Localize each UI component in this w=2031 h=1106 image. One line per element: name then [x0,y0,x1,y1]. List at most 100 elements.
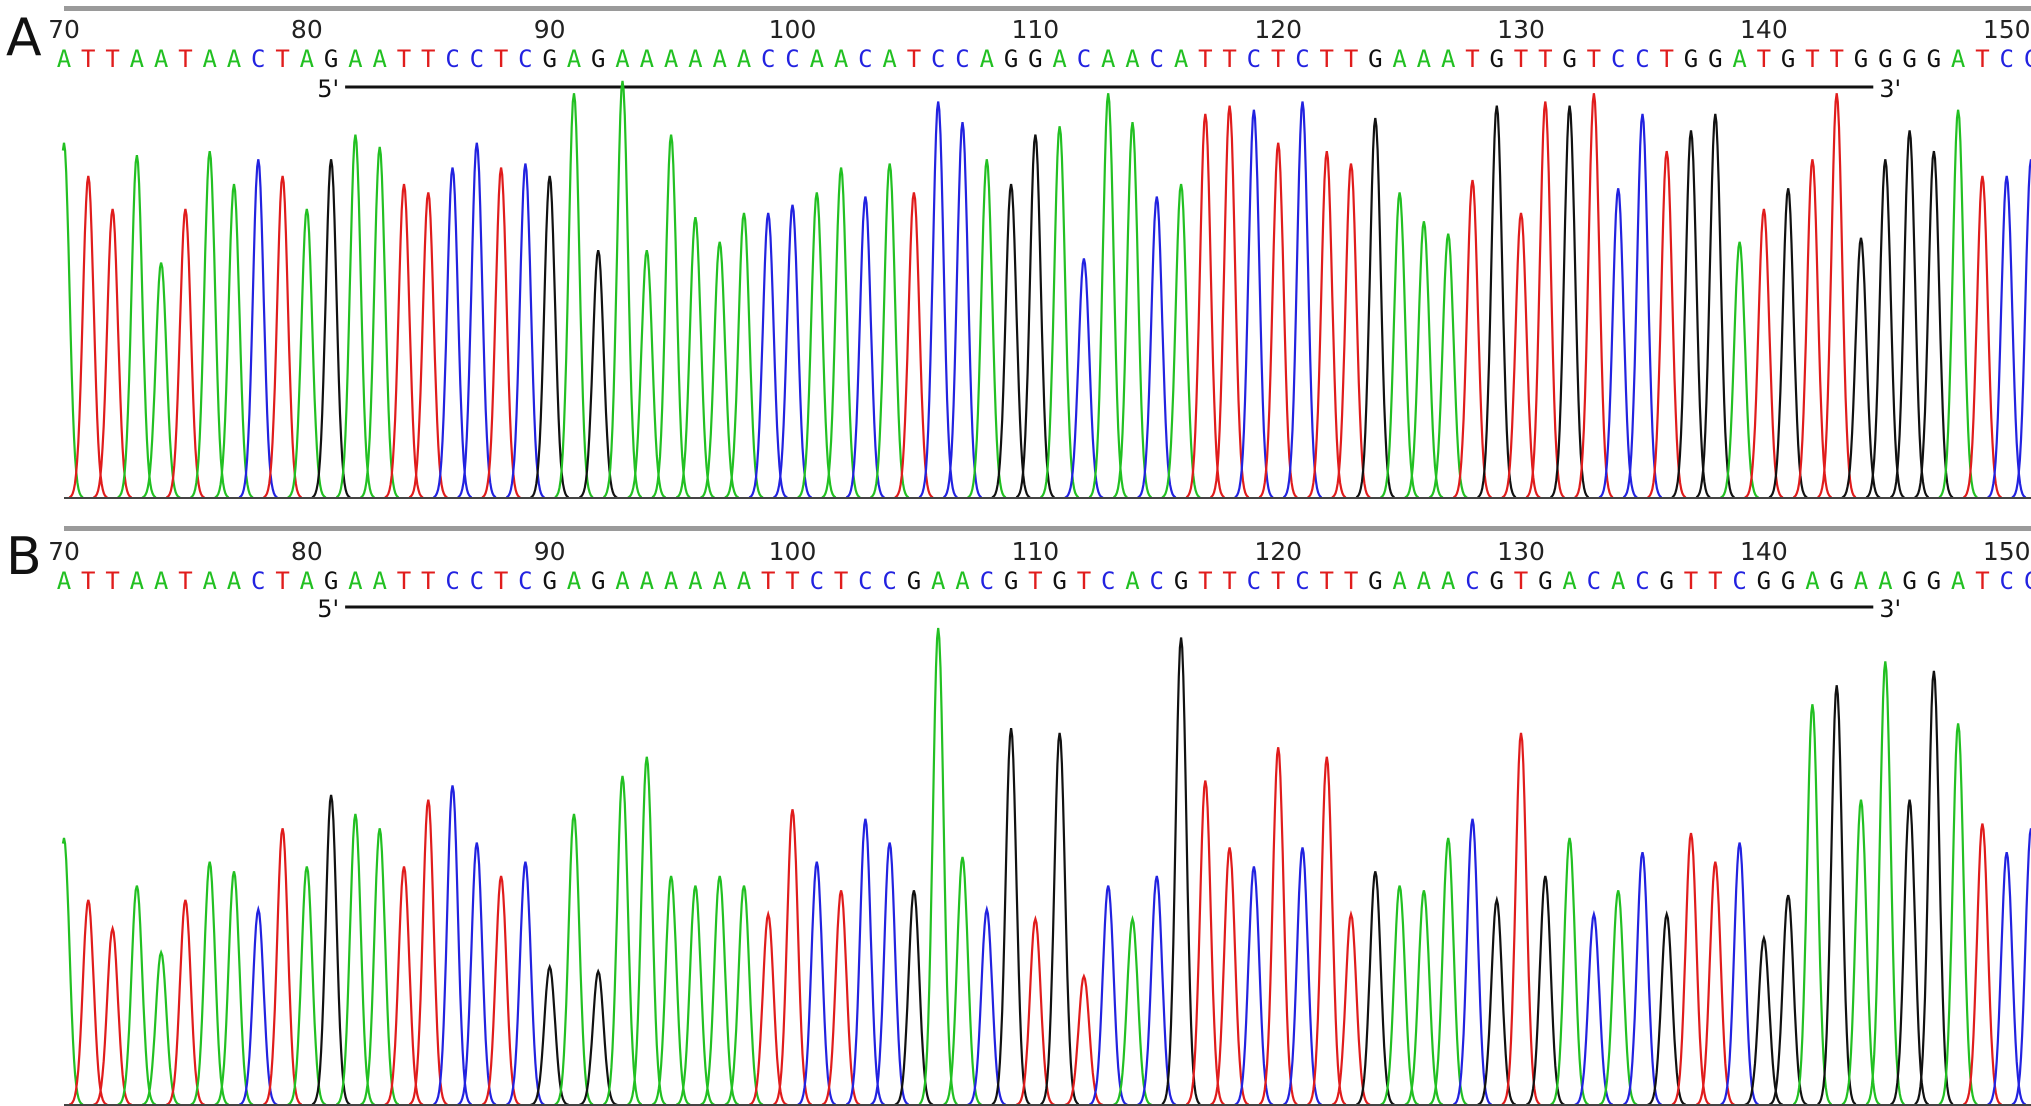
base-call: A [640,567,655,595]
peak [1598,890,1638,1106]
peak [1040,732,1080,1106]
peak [2011,828,2031,1106]
peak [1331,910,1371,1106]
base-call: C [1150,45,1164,73]
base-call: T [1198,45,1212,73]
base-call: A [300,567,315,595]
base-call: C [1732,567,1746,595]
base-call: C [882,567,896,595]
peak [1283,847,1322,1106]
base-call: T [1344,567,1358,595]
base-call: C [1295,45,1309,73]
peak [239,905,278,1106]
base-call: G [1052,567,1066,595]
chromatogram-panel-b: B 70 80 90 100 110 120 130 140 150 A T T A A T A A C T A G A A… [0,520,2031,1106]
base-call: A [567,45,582,73]
base-call: A [955,567,970,595]
base-call: T [1514,567,1528,595]
base-call: T [1975,45,1989,73]
base-call: C [955,45,969,73]
base-call: A [980,45,995,73]
peak [141,949,181,1106]
base-call: A [202,567,217,595]
base-call: C [445,45,459,73]
base-call: G [1562,45,1576,73]
base-call: A [1878,567,1893,595]
base-call: A [1174,45,1189,73]
base-call: A [640,45,655,73]
base-call: C [1635,45,1649,73]
base-call: A [712,567,727,595]
peak [2011,159,2031,499]
base-call: C [1611,45,1625,73]
base-call: A [372,45,387,73]
peak [1768,188,1808,499]
base-call: A [664,567,679,595]
base-call: G [1028,45,1042,73]
base-call: T [397,567,411,595]
peak [918,627,958,1105]
base-call: T [1222,45,1236,73]
peak [845,196,885,499]
peak [1137,875,1177,1106]
peak [1477,105,1517,499]
base-call: G [1538,567,1552,595]
base-call: C [980,567,994,595]
base-call: G [542,45,556,73]
base-call: C [1295,567,1309,595]
base-call: G [1684,45,1698,73]
tick-label: 120 [1254,15,1302,44]
peak [578,249,618,499]
base-call: A [1805,567,1820,595]
peak [93,208,133,499]
base-call: A [1951,45,1966,73]
base-call: A [1392,45,1407,73]
base-call: C [251,45,265,73]
base-call: A [1562,567,1577,595]
peak [481,875,521,1106]
base-call: A [834,45,849,73]
peak [1331,163,1371,499]
peak [214,183,254,499]
peak [1501,732,1541,1106]
peak [603,775,643,1106]
peak [1865,159,1905,499]
base-call: T [1757,45,1771,73]
base-call: G [1004,45,1018,73]
peak [991,728,1031,1106]
peak [651,134,691,499]
peak [1428,837,1468,1106]
peak [1574,909,1614,1106]
base-call: T [834,567,848,595]
base-call: C [785,45,799,73]
peak [554,813,594,1106]
peak [530,963,569,1106]
tick-label: 70 [48,15,80,44]
tick-label: 90 [534,15,566,44]
base-call: A [227,567,242,595]
tick-label: 120 [1254,537,1302,566]
peak [1550,837,1589,1106]
peak [1696,861,1735,1106]
peak [991,183,1031,499]
peak [1016,915,1055,1106]
base-call: A [1052,45,1067,73]
peak [627,249,667,499]
base-call: G [1490,45,1504,73]
base-call: A [688,45,703,73]
base-call: G [324,45,338,73]
tick-label: 110 [1011,15,1059,44]
peak [749,909,788,1106]
base-call: C [931,45,945,73]
base-call: G [1878,45,1892,73]
primer-5-label: 5' [317,75,339,103]
peak [165,208,205,499]
base-call: A [1125,45,1140,73]
peak [579,968,618,1106]
peak [61,837,84,1106]
base-call: A [810,45,825,73]
base-call: C [1999,567,2013,595]
panel-label-a: A [6,8,42,68]
base-call: T [1708,567,1722,595]
base-call: A [615,567,630,595]
